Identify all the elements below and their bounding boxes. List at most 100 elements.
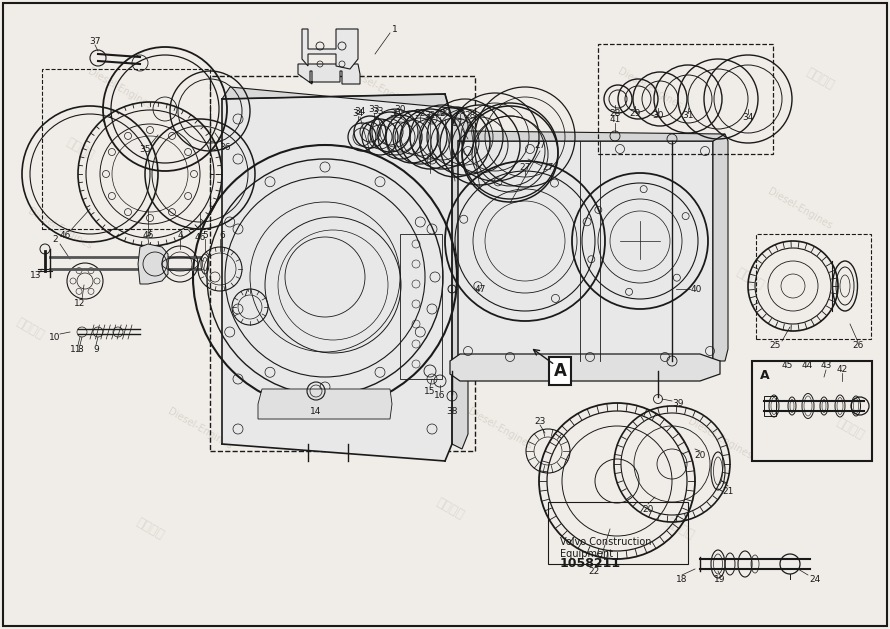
Polygon shape	[458, 131, 725, 141]
Text: 39: 39	[672, 399, 684, 408]
Text: 46: 46	[60, 231, 70, 240]
Text: 22: 22	[588, 567, 600, 577]
Text: 21: 21	[723, 486, 733, 496]
Text: 36: 36	[219, 143, 231, 152]
Polygon shape	[452, 109, 468, 449]
Polygon shape	[258, 389, 392, 419]
Text: 7: 7	[242, 289, 248, 299]
Bar	[210, 76, 475, 451]
Text: 33: 33	[368, 106, 380, 114]
Text: 28: 28	[465, 111, 475, 121]
Text: Diesel-Engines: Diesel-Engines	[686, 416, 754, 462]
Text: 23: 23	[534, 416, 546, 425]
Text: 紫发动力: 紫发动力	[64, 136, 96, 162]
Text: 35: 35	[139, 145, 150, 153]
Bar	[752, 361, 872, 461]
Text: 31: 31	[683, 111, 693, 121]
Text: Diesel-Engines: Diesel-Engines	[466, 406, 534, 452]
Text: 18: 18	[676, 574, 688, 584]
Text: 34: 34	[742, 113, 754, 121]
Bar	[598, 44, 773, 154]
Text: 1058211: 1058211	[560, 557, 621, 570]
Text: 1: 1	[392, 26, 398, 35]
Polygon shape	[302, 29, 358, 69]
Text: 8: 8	[77, 345, 83, 353]
Text: 30: 30	[389, 108, 400, 118]
Text: 5: 5	[202, 230, 208, 240]
Text: 紫发动力: 紫发动力	[134, 516, 166, 542]
Text: 16: 16	[434, 391, 446, 399]
Text: 27: 27	[519, 162, 530, 172]
Text: 20: 20	[643, 504, 653, 513]
Text: 27: 27	[542, 162, 554, 172]
Bar	[42, 69, 210, 229]
Text: Volvo Construction
Equipment: Volvo Construction Equipment	[560, 537, 651, 559]
Text: 43: 43	[821, 362, 831, 370]
Text: Diesel-Engines: Diesel-Engines	[166, 406, 234, 452]
Text: Diesel-Engines: Diesel-Engines	[346, 67, 414, 111]
Text: 紫发动力: 紫发动力	[13, 316, 46, 342]
Text: 38: 38	[446, 406, 457, 416]
Text: 34: 34	[354, 108, 366, 116]
Text: 32: 32	[425, 111, 436, 121]
Text: 42: 42	[837, 364, 847, 374]
Text: 紫发动力: 紫发动力	[284, 166, 316, 192]
Polygon shape	[298, 64, 360, 84]
Bar	[400, 234, 442, 379]
Text: 20: 20	[694, 452, 706, 460]
Text: 26: 26	[853, 342, 863, 350]
Text: 紫发动力: 紫发动力	[534, 196, 566, 222]
Text: 15: 15	[425, 386, 436, 396]
Text: 4: 4	[177, 230, 182, 240]
Text: 19: 19	[715, 574, 725, 584]
Text: 13: 13	[30, 270, 42, 279]
Text: A: A	[554, 362, 566, 380]
Text: 17: 17	[452, 120, 464, 128]
Text: 14: 14	[311, 406, 321, 416]
Polygon shape	[222, 94, 452, 461]
Text: 32: 32	[415, 108, 425, 118]
Text: 9: 9	[93, 345, 99, 353]
Text: 29: 29	[434, 109, 446, 118]
Bar	[756, 234, 871, 339]
Text: 25: 25	[769, 340, 781, 350]
Text: 44: 44	[801, 362, 813, 370]
Text: 45: 45	[781, 362, 793, 370]
Text: Diesel-Engines: Diesel-Engines	[616, 67, 684, 111]
Text: 46: 46	[194, 233, 206, 242]
Text: 28: 28	[610, 108, 620, 118]
Text: 紫发动力: 紫发动力	[834, 416, 866, 442]
Text: 紫发动力: 紫发动力	[664, 516, 696, 542]
Bar	[458, 141, 713, 361]
Text: 40: 40	[691, 284, 701, 294]
Polygon shape	[450, 354, 720, 381]
Text: 37: 37	[89, 38, 101, 47]
Text: 紫发动力: 紫发动力	[804, 66, 837, 92]
Text: 11: 11	[70, 345, 82, 353]
Text: 41: 41	[610, 114, 620, 123]
Text: 6: 6	[219, 230, 225, 240]
Text: 47: 47	[474, 284, 486, 294]
Text: 3: 3	[145, 230, 151, 238]
Text: 34: 34	[352, 108, 364, 118]
Text: Diesel-Engines: Diesel-Engines	[26, 206, 93, 252]
Text: 27: 27	[534, 142, 546, 150]
Text: Diesel-Engines: Diesel-Engines	[86, 67, 154, 111]
Text: 紫发动力: 紫发动力	[433, 496, 466, 522]
Bar	[764, 396, 776, 416]
Polygon shape	[222, 87, 462, 119]
Polygon shape	[713, 134, 728, 361]
Text: 10: 10	[49, 333, 61, 342]
Text: 紫发动力: 紫发动力	[733, 266, 766, 292]
Text: 33: 33	[372, 108, 384, 116]
Text: 30: 30	[394, 106, 406, 114]
Text: 12: 12	[74, 299, 85, 308]
Bar	[548, 502, 688, 564]
Text: 29: 29	[629, 109, 641, 118]
Polygon shape	[138, 244, 168, 284]
Text: 24: 24	[809, 574, 821, 584]
Text: Diesel-Engines: Diesel-Engines	[766, 187, 834, 231]
Text: 29: 29	[440, 109, 450, 118]
Text: 28: 28	[454, 106, 465, 116]
Text: 30: 30	[652, 111, 664, 121]
